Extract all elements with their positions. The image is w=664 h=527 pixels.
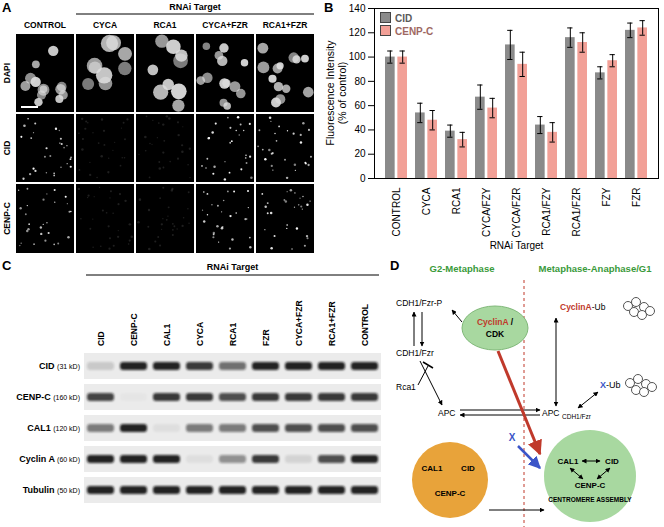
- svg-text:100: 100: [349, 51, 366, 62]
- html-text:B: B: [324, 0, 334, 15]
- svg-text:CAL1: CAL1: [422, 464, 443, 473]
- svg-text:CID: CID: [96, 331, 106, 346]
- svg-text:FZR: FZR: [261, 329, 271, 346]
- svg-text:CID: CID: [605, 457, 619, 466]
- svg-text:CYCA/FZY: CYCA/FZY: [481, 187, 492, 237]
- svg-text:60: 60: [354, 100, 366, 111]
- svg-text:C: C: [2, 258, 12, 273]
- svg-text:X: X: [509, 432, 516, 443]
- svg-text:CENTROMERE ASSEMBLY: CENTROMERE ASSEMBLY: [548, 496, 632, 503]
- svg-text:20: 20: [354, 148, 366, 159]
- svg-text:CENP-C: CENP-C: [129, 313, 139, 346]
- svg-text:CENP-C: CENP-C: [575, 481, 606, 490]
- svg-text:RCA1+FZR: RCA1+FZR: [263, 20, 308, 30]
- svg-text:CYCA: CYCA: [195, 322, 205, 346]
- svg-text:CyclinA-Ub: CyclinA-Ub: [560, 302, 606, 312]
- svg-text:RCA1/FZY: RCA1/FZY: [541, 187, 552, 236]
- svg-text:CDH1/Fzr: CDH1/Fzr: [396, 348, 434, 358]
- svg-text:CONTROL: CONTROL: [360, 304, 370, 346]
- svg-text:CONTROL: CONTROL: [24, 20, 66, 30]
- svg-text:RCA1+FZR: RCA1+FZR: [327, 301, 337, 346]
- html-text:Fluorescence Intensity (% of c: Fluorescence Intensity (% of control): [324, 40, 348, 146]
- svg-text:D: D: [390, 258, 399, 273]
- svg-text:RNAi Target: RNAi Target: [169, 2, 220, 12]
- svg-text:RNAi Target: RNAi Target: [490, 240, 544, 251]
- svg-text:RNAi Target: RNAi Target: [207, 262, 258, 272]
- svg-text:0: 0: [360, 173, 366, 184]
- svg-text:G2-Metaphase: G2-Metaphase: [430, 263, 495, 274]
- svg-text:FZR: FZR: [631, 188, 642, 207]
- svg-text:CYCA: CYCA: [93, 20, 117, 30]
- svg-text:RCA1: RCA1: [451, 187, 462, 214]
- svg-text:A: A: [2, 0, 12, 15]
- svg-text:CYCA+FZR: CYCA+FZR: [202, 20, 248, 30]
- svg-text:CID: CID: [461, 464, 475, 473]
- svg-text:80: 80: [354, 76, 366, 87]
- svg-text:CDH1/Fzr-P: CDH1/Fzr-P: [396, 298, 443, 308]
- svg-text:CDH1/Fzr: CDH1/Fzr: [562, 413, 592, 420]
- svg-text:FZY: FZY: [601, 187, 612, 206]
- html-text:CID: CID: [395, 13, 413, 24]
- svg-text:Tubulin (50 kD): Tubulin (50 kD): [23, 485, 80, 495]
- svg-text:CID: CID: [2, 141, 12, 156]
- svg-text:CAL1: CAL1: [162, 324, 172, 346]
- svg-text:CYCA: CYCA: [421, 187, 432, 215]
- svg-text:CENP-C: CENP-C: [435, 489, 466, 498]
- svg-text:140: 140: [349, 3, 366, 14]
- svg-text:RCA1: RCA1: [228, 323, 238, 346]
- svg-text:CAL1: CAL1: [558, 457, 579, 466]
- svg-text:CYCA+FZR: CYCA+FZR: [294, 300, 304, 346]
- svg-text:APC: APC: [542, 408, 559, 418]
- svg-text:120: 120: [349, 27, 366, 38]
- svg-text:CyclinA /: CyclinA /: [477, 317, 514, 327]
- html-text:CENP-C: CENP-C: [395, 26, 434, 37]
- svg-text:Metaphase-Anaphase/G1: Metaphase-Anaphase/G1: [539, 263, 653, 274]
- svg-text:CAL1 (120 kD): CAL1 (120 kD): [27, 423, 80, 433]
- svg-text:RCA1: RCA1: [153, 20, 176, 30]
- svg-text:Rca1: Rca1: [396, 382, 416, 392]
- svg-text:CYCA/FZR: CYCA/FZR: [511, 188, 522, 238]
- svg-text:CONTROL: CONTROL: [391, 187, 402, 236]
- svg-text:Cyclin A (60 kD): Cyclin A (60 kD): [19, 454, 80, 464]
- svg-text:CENP-C: CENP-C: [2, 202, 12, 235]
- svg-text:40: 40: [354, 124, 366, 135]
- svg-text:CDK: CDK: [486, 329, 505, 339]
- svg-text:X-Ub: X-Ub: [600, 380, 621, 390]
- svg-text:CENP-C (160 kD): CENP-C (160 kD): [16, 392, 80, 402]
- svg-text:APC: APC: [438, 408, 455, 418]
- svg-text:CID (31 kD): CID (31 kD): [39, 361, 80, 371]
- svg-text:RCA1/FZR: RCA1/FZR: [571, 188, 582, 237]
- svg-text:DAPI: DAPI: [2, 63, 12, 83]
